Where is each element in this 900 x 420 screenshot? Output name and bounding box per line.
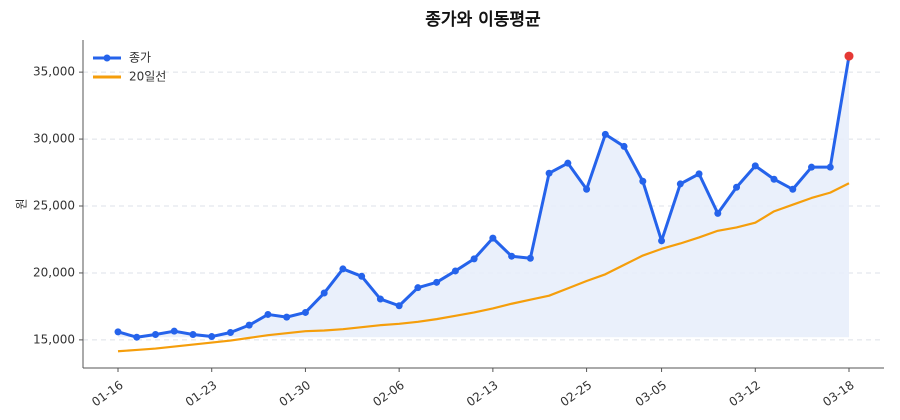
point bbox=[751, 162, 759, 170]
y-axis-label: 원 bbox=[15, 198, 29, 209]
y-tick-label: 35,000 bbox=[33, 65, 75, 79]
highlight-point bbox=[844, 51, 854, 61]
point bbox=[245, 321, 253, 329]
point bbox=[526, 254, 534, 262]
x-tick-label: 01-23 bbox=[183, 378, 220, 409]
point bbox=[564, 159, 572, 167]
point bbox=[339, 265, 347, 273]
legend-marker bbox=[103, 54, 111, 62]
point bbox=[583, 185, 591, 193]
legend-label: 종가 bbox=[129, 51, 151, 65]
chart-title: 종가와 이동평균 bbox=[425, 10, 541, 30]
point bbox=[620, 142, 628, 150]
point bbox=[208, 333, 216, 341]
point bbox=[189, 331, 197, 339]
point bbox=[114, 328, 122, 336]
point bbox=[170, 327, 178, 335]
point bbox=[695, 170, 703, 178]
point bbox=[639, 177, 647, 185]
point bbox=[395, 302, 403, 310]
point bbox=[601, 130, 609, 138]
point bbox=[133, 333, 141, 341]
point bbox=[714, 209, 722, 217]
point bbox=[808, 163, 816, 171]
point bbox=[545, 169, 553, 177]
series-line bbox=[117, 55, 851, 339]
point bbox=[226, 329, 234, 337]
x-tick-label: 01-16 bbox=[89, 378, 126, 409]
x-tick-label: 02-25 bbox=[558, 378, 595, 409]
point bbox=[451, 267, 459, 275]
point bbox=[433, 278, 441, 286]
point bbox=[376, 295, 384, 303]
point bbox=[470, 255, 478, 263]
point bbox=[770, 175, 778, 183]
y-tick-label: 30,000 bbox=[33, 132, 75, 146]
x-tick-label: 01-30 bbox=[277, 378, 314, 409]
legend-label: 20일선 bbox=[129, 70, 166, 84]
point bbox=[283, 313, 291, 321]
point bbox=[414, 284, 422, 292]
x-tick-label: 03-05 bbox=[633, 378, 670, 409]
x-tick-label: 03-12 bbox=[726, 378, 763, 409]
x-tick-label: 03-18 bbox=[820, 378, 857, 409]
point bbox=[789, 185, 797, 193]
x-tick-label: 02-06 bbox=[370, 378, 407, 409]
point bbox=[826, 163, 834, 171]
point bbox=[658, 237, 666, 245]
x-tick-label: 02-13 bbox=[464, 378, 501, 409]
area bbox=[118, 56, 849, 338]
point bbox=[301, 308, 309, 316]
point bbox=[733, 183, 741, 191]
point bbox=[320, 289, 328, 297]
point bbox=[489, 234, 497, 242]
y-tick-label: 15,000 bbox=[33, 332, 75, 346]
point bbox=[508, 252, 516, 260]
series-line bbox=[117, 182, 850, 353]
point bbox=[151, 331, 159, 339]
y-tick-label: 20,000 bbox=[33, 265, 75, 279]
point bbox=[358, 272, 366, 280]
legend: 종가 20일선 bbox=[93, 51, 166, 84]
point bbox=[676, 180, 684, 188]
point bbox=[264, 310, 272, 318]
y-tick-label: 25,000 bbox=[33, 199, 75, 213]
